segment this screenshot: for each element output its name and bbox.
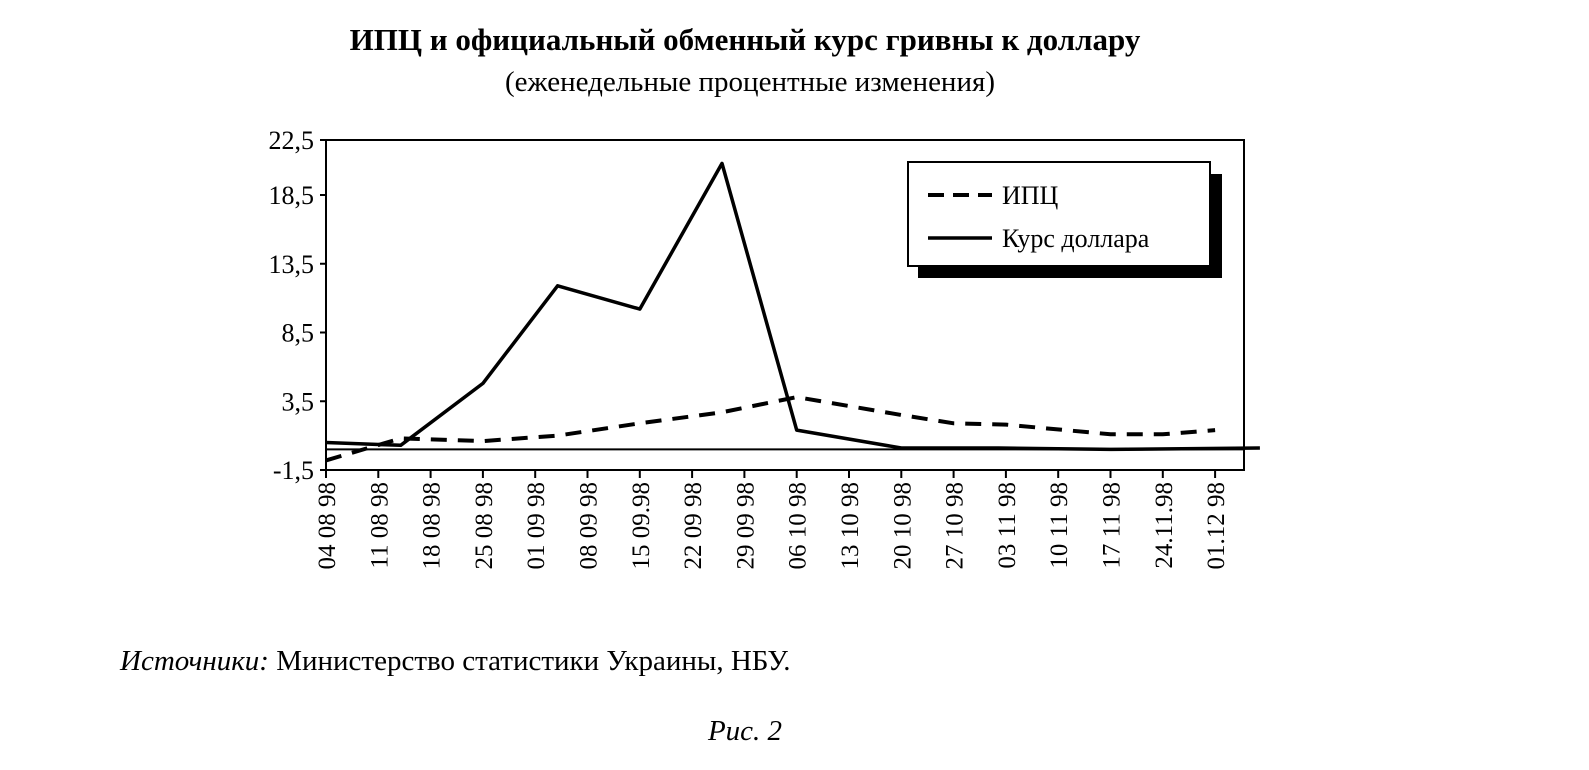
x-tick-label: 25 08 98 — [471, 482, 498, 570]
series-line-cpi — [325, 395, 1216, 463]
x-tick-label: 24.11.98 — [1151, 482, 1178, 569]
x-tick-label: 08 09 98 — [576, 482, 603, 570]
x-tick-label: 15 09.98 — [628, 482, 655, 570]
source-text: Министерство статистики Украины, НБУ. — [268, 645, 791, 677]
legend-label: ИПЦ — [1002, 181, 1059, 210]
x-tick-label: 29 09 98 — [732, 482, 759, 570]
y-tick-label: 18,5 — [269, 181, 315, 210]
y-tick-label: 13,5 — [269, 250, 315, 279]
x-tick-label: 20 10 98 — [889, 482, 916, 570]
x-tick-label: 18 08 98 — [419, 482, 446, 570]
figure-label: Рис. 2 — [707, 715, 783, 747]
x-tick-label: 22 09 98 — [680, 482, 707, 570]
x-tick-label: 13 10 98 — [837, 482, 864, 570]
plot-frame — [325, 139, 1245, 471]
x-tick-label: 03 11 98 — [994, 482, 1021, 569]
x-tick-label: 11 08 98 — [366, 482, 393, 569]
source-note: Источники: Министерство статистики Украи… — [120, 645, 791, 678]
legend: ИПЦ Курс доллара — [907, 161, 1222, 278]
y-tick-label: 3,5 — [282, 387, 315, 416]
legend-box — [907, 161, 1211, 267]
chart-subtitle: (еженедельные процентные изменения) — [505, 66, 995, 98]
x-tick-label: 06 10 98 — [785, 482, 812, 570]
y-tick-label: -1,5 — [273, 456, 314, 485]
legend-label: Курс доллара — [1002, 224, 1150, 253]
chart-title: ИПЦ и официальный обменный курс гривны к… — [349, 22, 1141, 57]
x-tick-label: 04 08 98 — [314, 482, 341, 570]
y-tick-label: 22,5 — [269, 126, 315, 155]
x-tick-label: 10 11 98 — [1046, 482, 1073, 569]
x-tick-label: 17 11 98 — [1099, 482, 1126, 569]
x-tick-label: 01.12 98 — [1203, 482, 1230, 570]
y-tick-label: 8,5 — [282, 319, 315, 348]
x-tick-label: 27 10 98 — [942, 482, 969, 570]
source-label: Источники: — [120, 645, 269, 677]
x-tick-label: 01 09 98 — [523, 482, 550, 570]
